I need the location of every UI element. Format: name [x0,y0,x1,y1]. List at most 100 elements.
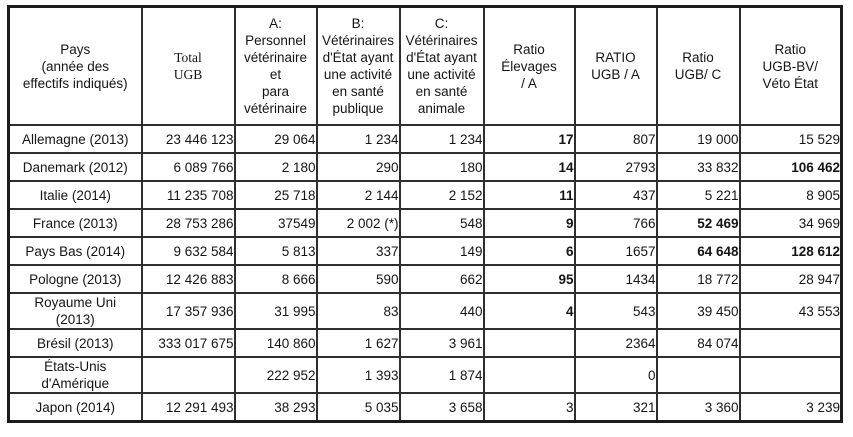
header-cell-ratio_ugb_bv: Ratio UGB-BV/ Véto État [738,5,843,126]
header-cell-ratio_ugb_c: Ratio UGB/ C [655,5,741,126]
cell-ratio_ugb_a: 437 [573,180,658,210]
cell-pays: France (2013) [7,208,143,238]
cell-ratio_ugb_a: 543 [573,292,658,330]
cell-pays: Royaume Uni (2013) [7,292,143,330]
cell-c: 548 [398,208,485,238]
cell-ratio_ugb_bv: 8 905 [738,180,843,210]
cell-a: 25 718 [233,180,318,210]
cell-ratio_ugb_c [655,356,741,394]
cell-ratio_ugb_bv: 106 462 [738,152,843,182]
cell-c: 1 234 [398,124,485,154]
cell-a: 29 064 [233,124,318,154]
cell-ratio_elevages_a [482,356,576,394]
cell-c: 149 [398,236,485,266]
table-header: Pays (année des effectifs indiqués) Total… [7,5,843,126]
cell-ratio_elevages_a [482,328,576,358]
header-cell-ratio_ugb_a: RATIO UGB / A [573,5,658,126]
cell-ratio_ugb_a: 321 [573,392,658,423]
cell-c: 440 [398,292,485,330]
cell-b: 337 [315,236,401,266]
header-cell-c: C: Vétérinaires d'État ayant une activit… [398,5,485,126]
cell-total_ugb: 9 632 584 [140,236,236,266]
cell-ratio_elevages_a: 17 [482,124,576,154]
cell-ratio_ugb_c: 5 221 [655,180,741,210]
header-row: Pays (année des effectifs indiqués) Total… [7,5,843,126]
cell-c: 180 [398,152,485,182]
cell-b: 83 [315,292,401,330]
cell-pays: Allemagne (2013) [7,124,143,154]
table-row: États-Unis d'Amérique 222 952 1 393 1 874 0 [7,356,843,394]
table-row: Japon (2014) 12 291 493 38 293 5 035 3 658 3 3… [7,392,843,423]
cell-ratio_elevages_a: 14 [482,152,576,182]
cell-ratio_ugb_c: 52 469 [655,208,741,238]
cell-ratio_ugb_c: 39 450 [655,292,741,330]
veterinary-ratios-table: Pays (année des effectifs indiqués) Total… [7,5,843,423]
table-row: Brésil (2013) 333 017 675 140 860 1 627 3 96… [7,328,843,358]
cell-ratio_ugb_a: 2364 [573,328,658,358]
cell-ratio_elevages_a: 11 [482,180,576,210]
cell-total_ugb [140,356,236,394]
cell-b: 5 035 [315,392,401,423]
cell-ratio_ugb_bv [738,356,843,394]
header-cell-a: A: Personnel vétérinaire et para vétérin… [233,5,318,126]
cell-pays: Danemark (2012) [7,152,143,182]
cell-total_ugb: 17 357 936 [140,292,236,330]
header-cell-total_ugb: Total UGB [140,5,236,126]
cell-c: 662 [398,264,485,294]
cell-pays: Pays Bas (2014) [7,236,143,266]
header-cell-pays: Pays (année des effectifs indiqués) [7,5,143,126]
cell-ratio_ugb_bv: 3 239 [738,392,843,423]
cell-ratio_ugb_bv: 128 612 [738,236,843,266]
cell-ratio_elevages_a: 9 [482,208,576,238]
cell-a: 38 293 [233,392,318,423]
table-row: Allemagne (2013) 23 446 123 29 064 1 234 1 2… [7,124,843,154]
cell-ratio_ugb_a: 807 [573,124,658,154]
cell-ratio_ugb_bv: 15 529 [738,124,843,154]
table-row: Danemark (2012) 6 089 766 2 180 290 180 14 279… [7,152,843,182]
cell-pays: Japon (2014) [7,392,143,423]
cell-ratio_ugb_bv: 34 969 [738,208,843,238]
cell-c: 2 152 [398,180,485,210]
cell-b: 2 144 [315,180,401,210]
cell-ratio_ugb_a: 766 [573,208,658,238]
table-row: Royaume Uni (2013) 17 357 936 31 995 83 440 4… [7,292,843,330]
cell-ratio_ugb_bv [738,328,843,358]
cell-b: 1 627 [315,328,401,358]
cell-total_ugb: 11 235 708 [140,180,236,210]
header-cell-b: B: Vétérinaires d'État ayant une activit… [315,5,401,126]
cell-total_ugb: 23 446 123 [140,124,236,154]
cell-c: 3 658 [398,392,485,423]
cell-ratio_ugb_a: 1434 [573,264,658,294]
cell-ratio_ugb_c: 84 074 [655,328,741,358]
cell-ratio_ugb_a: 2793 [573,152,658,182]
cell-ratio_ugb_bv: 43 553 [738,292,843,330]
table-row: France (2013) 28 753 286 37549 2 002 (*) 548… [7,208,843,238]
cell-ratio_ugb_a: 0 [573,356,658,394]
cell-pays: Italie (2014) [7,180,143,210]
cell-a: 222 952 [233,356,318,394]
cell-ratio_ugb_c: 19 000 [655,124,741,154]
cell-ratio_elevages_a: 6 [482,236,576,266]
cell-pays: Pologne (2013) [7,264,143,294]
cell-total_ugb: 333 017 675 [140,328,236,358]
cell-a: 37549 [233,208,318,238]
table-row: Pays Bas (2014) 9 632 584 5 813 337 149 6 1657… [7,236,843,266]
cell-total_ugb: 6 089 766 [140,152,236,182]
cell-ratio_elevages_a: 4 [482,292,576,330]
cell-a: 140 860 [233,328,318,358]
cell-a: 8 666 [233,264,318,294]
cell-a: 31 995 [233,292,318,330]
cell-ratio_ugb_bv: 28 947 [738,264,843,294]
cell-ratio_ugb_c: 33 832 [655,152,741,182]
cell-ratio_elevages_a: 95 [482,264,576,294]
cell-b: 1 393 [315,356,401,394]
table-row: Pologne (2013) 12 426 883 8 666 590 662 95 143… [7,264,843,294]
cell-b: 590 [315,264,401,294]
cell-pays: États-Unis d'Amérique [7,356,143,394]
cell-total_ugb: 28 753 286 [140,208,236,238]
cell-c: 3 961 [398,328,485,358]
cell-ratio_elevages_a: 3 [482,392,576,423]
cell-b: 1 234 [315,124,401,154]
table-body: Allemagne (2013) 23 446 123 29 064 1 234 1 2… [7,124,843,423]
